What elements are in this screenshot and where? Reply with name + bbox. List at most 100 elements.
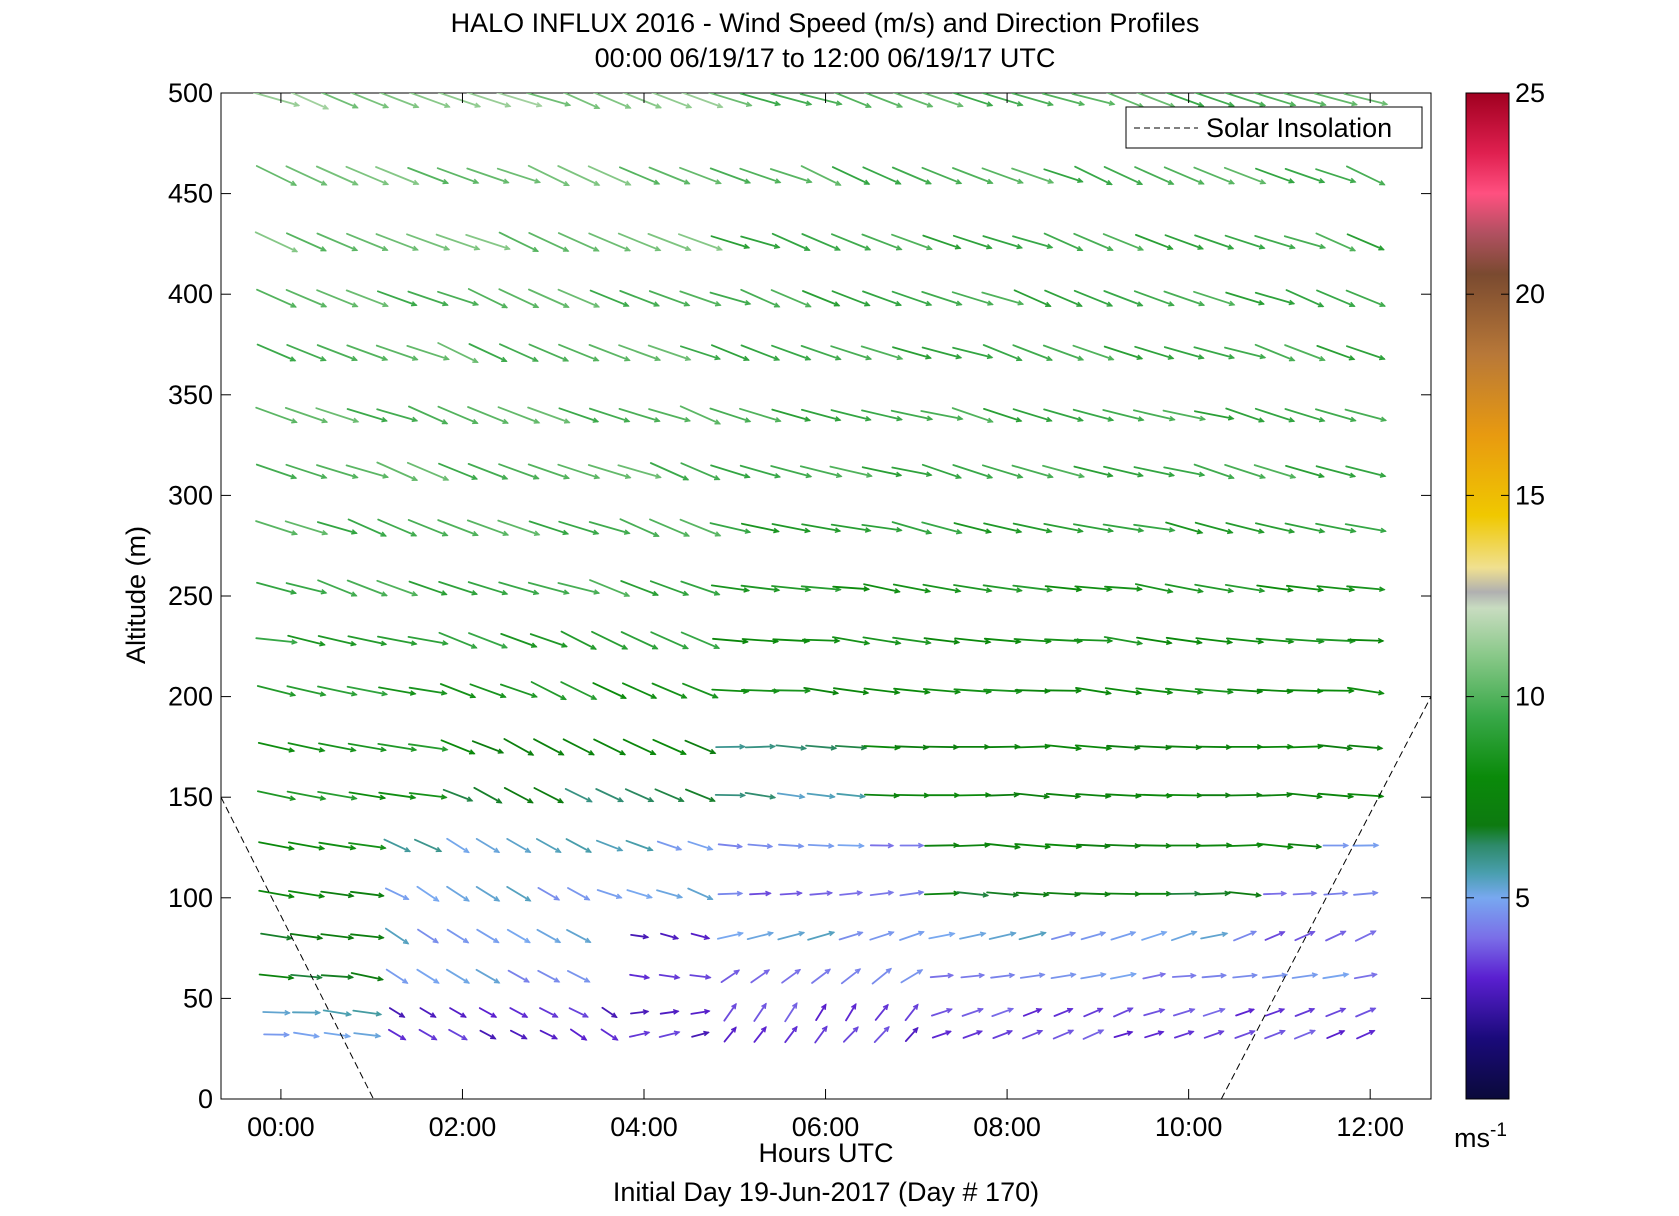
wind-arrow-head (744, 473, 751, 479)
wind-arrow-head (1227, 244, 1235, 250)
colorbar-tick-label: 20 (1515, 279, 1545, 309)
wind-arrow-shaft (809, 892, 833, 896)
wind-arrow (708, 93, 753, 107)
wind-arrow-head (320, 180, 328, 186)
wind-arrow-head (1372, 890, 1379, 896)
wind-arrow (316, 232, 359, 252)
wind-arrow-shaft (1011, 464, 1054, 478)
wind-arrow-head (709, 796, 716, 803)
wind-arrow-shaft (981, 167, 1024, 184)
wind-arrow-shaft (596, 839, 623, 852)
wind-arrow (1326, 1030, 1346, 1039)
wind-arrow-head (411, 475, 419, 481)
wind-arrow-shaft (345, 165, 389, 186)
wind-arrow-shaft (709, 522, 751, 533)
wind-arrow (873, 1025, 890, 1043)
wind-arrow-shaft (753, 1003, 767, 1022)
wind-arrow-head (410, 640, 418, 646)
wind-arrow-shaft (1196, 844, 1232, 847)
wind-arrow-shaft (346, 232, 388, 251)
wind-arrow (815, 1003, 827, 1021)
wind-arrow-head (593, 246, 600, 252)
wind-arrow (744, 792, 777, 800)
colorbar-unit: ms-1 (1454, 1120, 1507, 1153)
wind-arrow-shaft (560, 681, 597, 700)
wind-arrow-shaft (570, 1028, 587, 1041)
wind-arrow (506, 838, 532, 853)
wind-arrow (471, 740, 505, 754)
wind-arrow-shaft (385, 968, 409, 984)
wind-arrow-shaft (679, 405, 721, 425)
wind-arrow-shaft (931, 1030, 952, 1039)
wind-arrow (468, 632, 508, 649)
wind-arrow-shaft (769, 168, 812, 183)
wind-arrow (1075, 687, 1113, 696)
wind-arrow-head (1339, 1007, 1347, 1014)
wind-arrow-head (896, 526, 903, 533)
wind-arrow (1144, 1030, 1165, 1039)
wind-arrow-head (382, 180, 390, 186)
wind-arrow-head (471, 643, 478, 649)
wind-arrow-shaft (256, 581, 297, 594)
wind-arrow (1194, 583, 1235, 594)
wind-arrow (988, 931, 1017, 940)
wind-arrow-head (521, 1034, 528, 1040)
wind-arrow (1044, 289, 1083, 307)
wind-arrow-shaft (1315, 465, 1356, 478)
wind-arrow-head (444, 102, 451, 109)
wind-arrow-shaft (587, 464, 631, 479)
wind-arrow-shaft (258, 973, 294, 979)
wind-arrow-head (466, 796, 474, 802)
wind-arrow (322, 1009, 353, 1017)
wind-arrow (416, 968, 440, 984)
wind-arrow-head (948, 931, 956, 938)
wind-arrow-head (976, 1030, 984, 1036)
wind-arrow-head (733, 969, 741, 976)
wind-arrow (620, 580, 660, 597)
wind-arrow-shaft (617, 464, 662, 479)
wind-arrow-shaft (772, 638, 810, 643)
wind-arrow-head (593, 589, 601, 595)
wind-arrow-head (863, 586, 871, 592)
wind-arrow (951, 291, 994, 306)
wind-arrow-head (319, 795, 327, 801)
wind-arrow (315, 407, 360, 424)
wind-arrow (689, 974, 712, 980)
wind-arrow-head (1220, 972, 1228, 979)
wind-arrow-shaft (1133, 290, 1175, 307)
wind-arrow (891, 166, 932, 185)
wind-arrow (557, 582, 601, 595)
wind-arrow (892, 93, 934, 108)
wind-arrow (1163, 290, 1206, 307)
wind-arrow-head (887, 842, 895, 849)
wind-arrow-shaft (740, 584, 780, 592)
wind-arrow-shaft (689, 974, 711, 979)
wind-arrow-head (1046, 243, 1054, 250)
wind-arrow-head (1227, 415, 1235, 421)
wind-arrow-shaft (1193, 463, 1235, 479)
wind-arrow-shaft (1254, 343, 1295, 362)
wind-arrow-head (1043, 891, 1050, 898)
wind-arrow-head (291, 639, 298, 645)
wind-arrow-shaft (803, 687, 839, 695)
wind-arrow (952, 234, 993, 250)
wind-arrow-head (1077, 177, 1084, 184)
wind-arrow-head (290, 589, 298, 595)
wind-arrow-head (500, 692, 507, 699)
y-axis-label: Altitude (m) (121, 526, 151, 664)
wind-arrow-shaft (406, 344, 450, 361)
y-tick-label: 100 (168, 883, 213, 913)
wind-arrow-shaft (262, 1011, 291, 1014)
wind-arrow-shaft (840, 968, 861, 985)
wind-arrow-head (441, 419, 449, 425)
wind-arrow-head (1309, 1029, 1316, 1035)
wind-arrow-shaft (1074, 165, 1113, 186)
wind-arrow-head (289, 356, 297, 362)
wind-arrow-shaft (1051, 932, 1076, 940)
wind-arrow-shaft (838, 931, 863, 941)
wind-arrow-shaft (863, 687, 900, 694)
wind-arrow-shaft (630, 1010, 649, 1015)
wind-arrow (348, 791, 387, 801)
wind-arrow-head (553, 977, 561, 983)
wind-arrow-shaft (678, 233, 723, 251)
